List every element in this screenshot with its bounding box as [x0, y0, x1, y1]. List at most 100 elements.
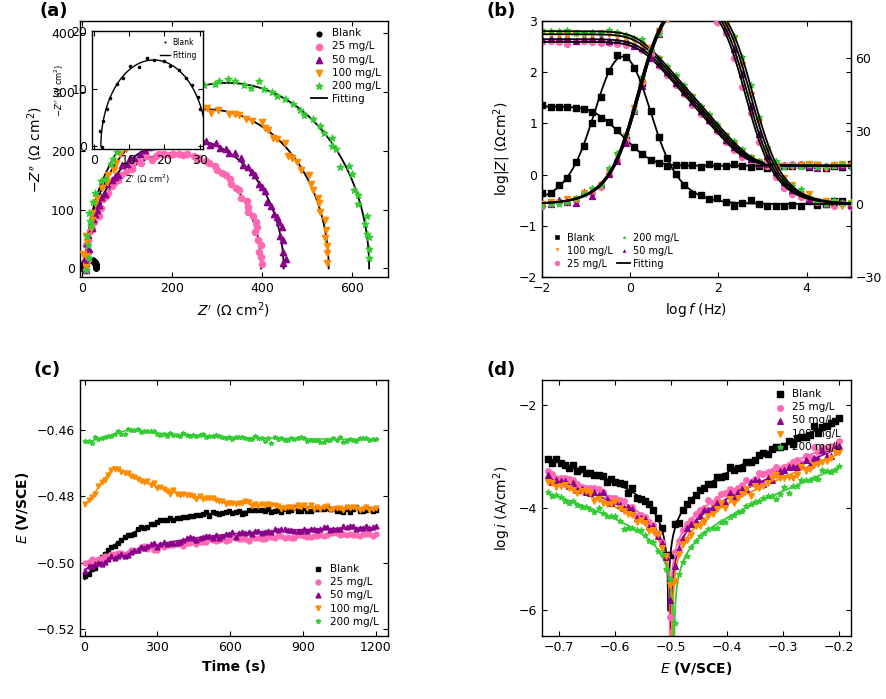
50 mg/L	[128, 153, 142, 164]
50 mg/L	[273, 231, 287, 242]
Point	[843, 161, 858, 173]
Point	[560, 196, 574, 207]
100 mg/L	[79, 261, 93, 272]
25 mg/L	[94, 202, 108, 213]
Blank	[76, 260, 90, 271]
25 mg/L	[739, 475, 753, 486]
Point	[635, 45, 649, 56]
Point	[560, 196, 574, 207]
Blank	[798, 432, 812, 443]
25 mg/L	[101, 187, 115, 199]
Point	[668, 159, 682, 170]
Blank	[557, 459, 571, 470]
Point	[602, 162, 616, 173]
Point	[827, 159, 841, 171]
100 mg/L	[828, 447, 843, 458]
Point	[794, 159, 808, 171]
200 mg/L	[781, 487, 796, 498]
Point	[843, 159, 858, 170]
200 mg/L	[362, 252, 377, 264]
Point	[618, 34, 633, 45]
Blank	[78, 257, 92, 268]
Blank	[76, 261, 90, 272]
100 mg/L	[549, 481, 563, 492]
Point	[735, 147, 750, 159]
Blank	[82, 254, 96, 266]
Point	[719, 197, 733, 208]
Point	[585, 29, 599, 40]
100 mg/L	[270, 134, 284, 145]
100 mg/L	[258, 123, 272, 134]
25 mg/L	[251, 234, 265, 245]
Point	[552, 199, 566, 210]
200 mg/L	[316, 127, 330, 138]
50 mg/L	[271, 217, 285, 228]
25 mg/L	[120, 551, 130, 559]
25 mg/L	[540, 466, 555, 477]
Point	[702, 115, 716, 126]
Point	[794, 161, 808, 173]
Blank	[571, 465, 585, 476]
200 mg/L	[790, 480, 804, 491]
50 mg/L	[264, 201, 278, 212]
200 mg/L	[579, 501, 593, 512]
50 mg/L	[92, 199, 106, 210]
Point	[760, 141, 774, 152]
100 mg/L	[554, 480, 568, 491]
200 mg/L	[329, 144, 343, 155]
Line: Blank: Blank	[83, 505, 378, 579]
50 mg/L	[79, 264, 93, 275]
Point	[785, 185, 799, 196]
Point	[727, 31, 741, 42]
Point	[777, 176, 791, 187]
Blank	[803, 429, 817, 440]
50 mg/L	[229, 147, 243, 159]
50 mg/L	[193, 133, 207, 144]
Blank	[790, 432, 804, 443]
Blank	[89, 259, 103, 271]
Point	[685, 0, 699, 3]
Point	[760, 158, 774, 169]
25 mg/L	[680, 518, 695, 529]
Point	[827, 200, 841, 211]
50 mg/L	[571, 485, 585, 496]
Blank	[562, 462, 576, 473]
Blank	[807, 420, 821, 431]
50 mg/L	[612, 499, 626, 510]
200 mg/L	[680, 550, 695, 561]
Point	[835, 158, 850, 169]
200 mg/L	[549, 490, 563, 501]
100 mg/L	[579, 485, 593, 496]
50 mg/L	[540, 470, 555, 481]
Point	[768, 159, 782, 171]
100 mg/L	[798, 466, 812, 477]
50 mg/L	[267, 208, 281, 219]
Point	[668, 73, 682, 84]
Blank	[76, 261, 90, 272]
25 mg/L	[714, 489, 728, 500]
100 mg/L	[676, 538, 690, 549]
25 mg/L	[125, 159, 139, 171]
25 mg/L	[152, 148, 166, 159]
Blank	[554, 458, 568, 469]
Point	[569, 157, 583, 168]
100 mg/L	[571, 487, 585, 498]
Blank	[76, 259, 90, 271]
Blank	[80, 572, 90, 580]
100 mg/L	[132, 128, 146, 139]
Point	[802, 159, 816, 171]
Blank	[604, 473, 618, 484]
Point	[777, 161, 791, 172]
Point	[827, 160, 841, 171]
Point	[785, 160, 799, 171]
200 mg/L	[815, 464, 829, 475]
Blank	[89, 261, 104, 272]
100 mg/L	[638, 517, 652, 528]
Point	[802, 162, 816, 173]
Blank	[88, 257, 102, 268]
Blank	[757, 447, 771, 459]
50 mg/L	[168, 539, 179, 547]
100 mg/L	[786, 472, 800, 483]
100 mg/L	[284, 153, 299, 164]
Point	[660, 152, 674, 164]
